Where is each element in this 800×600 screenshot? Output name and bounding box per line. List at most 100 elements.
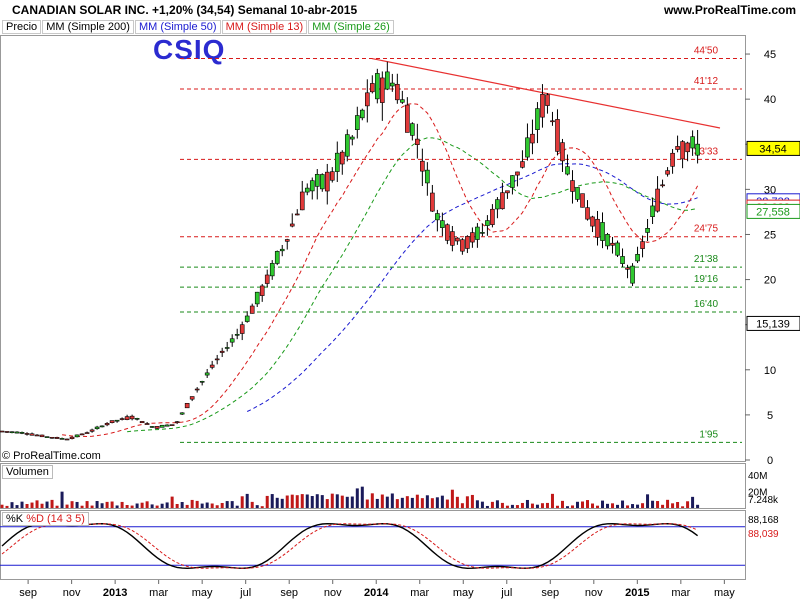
candle-body [304,187,310,193]
candle-body [485,220,490,226]
volume-bar [155,505,159,508]
volume-bar [460,503,464,508]
candle-body [284,239,290,242]
candle-body [329,171,335,181]
volume-bar [55,505,59,508]
volume-bar [405,496,409,508]
volume-bar [360,486,364,508]
candle-body [179,412,185,415]
stoch-k-label: %K [6,513,24,525]
volume-bar [205,502,209,508]
ma-line [127,137,698,433]
candle-body [635,254,640,262]
volume-bar [385,496,389,508]
stoch-pane-title: %K %D (14 3 5) [2,512,89,526]
legend-item-ma26[interactable]: MM (Simple 26) [308,20,394,34]
volume-bar [45,501,49,508]
volume-bar [450,489,454,508]
candle-body [314,174,320,187]
chart-header: CANADIAN SOLAR INC. +1,20% (34,54) Seman… [0,0,800,20]
candle-body [470,232,475,243]
x-tick-label: 2014 [364,587,389,599]
volume-bar [330,493,334,508]
volume-bar [280,498,284,508]
site-url[interactable]: www.ProRealTime.com [663,3,796,17]
volume-bar [70,501,74,508]
volume-bar [515,505,519,508]
x-tick-label: may [192,587,213,599]
volume-bar [110,501,114,508]
volume-bar [195,500,199,508]
candle-body [169,424,175,426]
volume-bar [260,506,264,508]
x-tick-label: nov [324,587,342,599]
volume-bar [626,505,630,508]
volume-bar [245,493,249,508]
candle-body [4,431,10,433]
candle-body [79,433,85,436]
volume-bar [591,503,595,508]
candle-body [344,134,350,157]
legend-item-ma200[interactable]: MM (Simple 200) [42,20,134,34]
candle-body [500,192,505,210]
volume-bar [20,501,24,508]
volume-bar [290,494,294,508]
volume-bar [686,501,690,508]
volume-bar [370,493,374,508]
candle-body [410,123,415,136]
stoch-k-line [1,522,699,570]
candle-body [620,256,625,264]
volume-bar [636,504,640,508]
volume-bar [200,503,204,508]
candle-body [600,222,605,241]
candle-body [74,434,80,438]
y-tick-label: 45 [764,49,776,61]
y-tick-label: 10 [764,365,776,377]
candle-body [144,423,150,425]
volume-bar [495,500,499,508]
candle-body [339,151,345,165]
candle-body [440,220,445,228]
candle-body [425,169,430,184]
trendline [371,57,721,129]
volume-bar [500,502,504,508]
volume-bar [175,503,179,508]
y-tick-label: 40 [764,94,776,106]
volume-bar [425,495,429,508]
volume-bar [150,504,154,508]
candle-body [264,274,270,284]
volume-bar [375,498,379,508]
chart-title: CANADIAN SOLAR INC. +1,20% (34,54) Seman… [12,3,358,17]
candle-body [675,146,680,150]
candle-body [99,425,105,428]
candle-body [59,438,65,440]
legend-item-ma50[interactable]: MM (Simple 50) [134,20,221,34]
volume-bar [160,503,164,508]
level-label: 19'16 [694,274,719,285]
volume-bar [631,504,635,508]
candle-body [550,120,555,123]
last-price-box [746,140,800,156]
candle-body [545,94,550,106]
candle-body [289,223,295,227]
volume-bar [80,505,84,508]
candle-body [129,415,135,420]
legend-item-ma13[interactable]: MM (Simple 13) [221,20,308,34]
volume-axis-label: 20M [748,488,767,499]
candle-body [279,248,285,252]
candle-body [274,251,280,264]
legend-item-price[interactable]: Precio [2,20,42,34]
volume-bar [656,501,660,508]
price-pane-frame [0,35,746,462]
candle-body [54,436,60,439]
candle-body [525,137,530,158]
volume-last-label: 7.248k [748,495,779,506]
volume-bar [325,499,329,508]
volume-bar [545,502,549,508]
volume-bar [30,502,34,508]
ma-last-text: 27,558 [756,206,790,218]
volume-bar [440,495,444,508]
volume-bar [611,503,615,508]
candle-body [139,421,145,424]
